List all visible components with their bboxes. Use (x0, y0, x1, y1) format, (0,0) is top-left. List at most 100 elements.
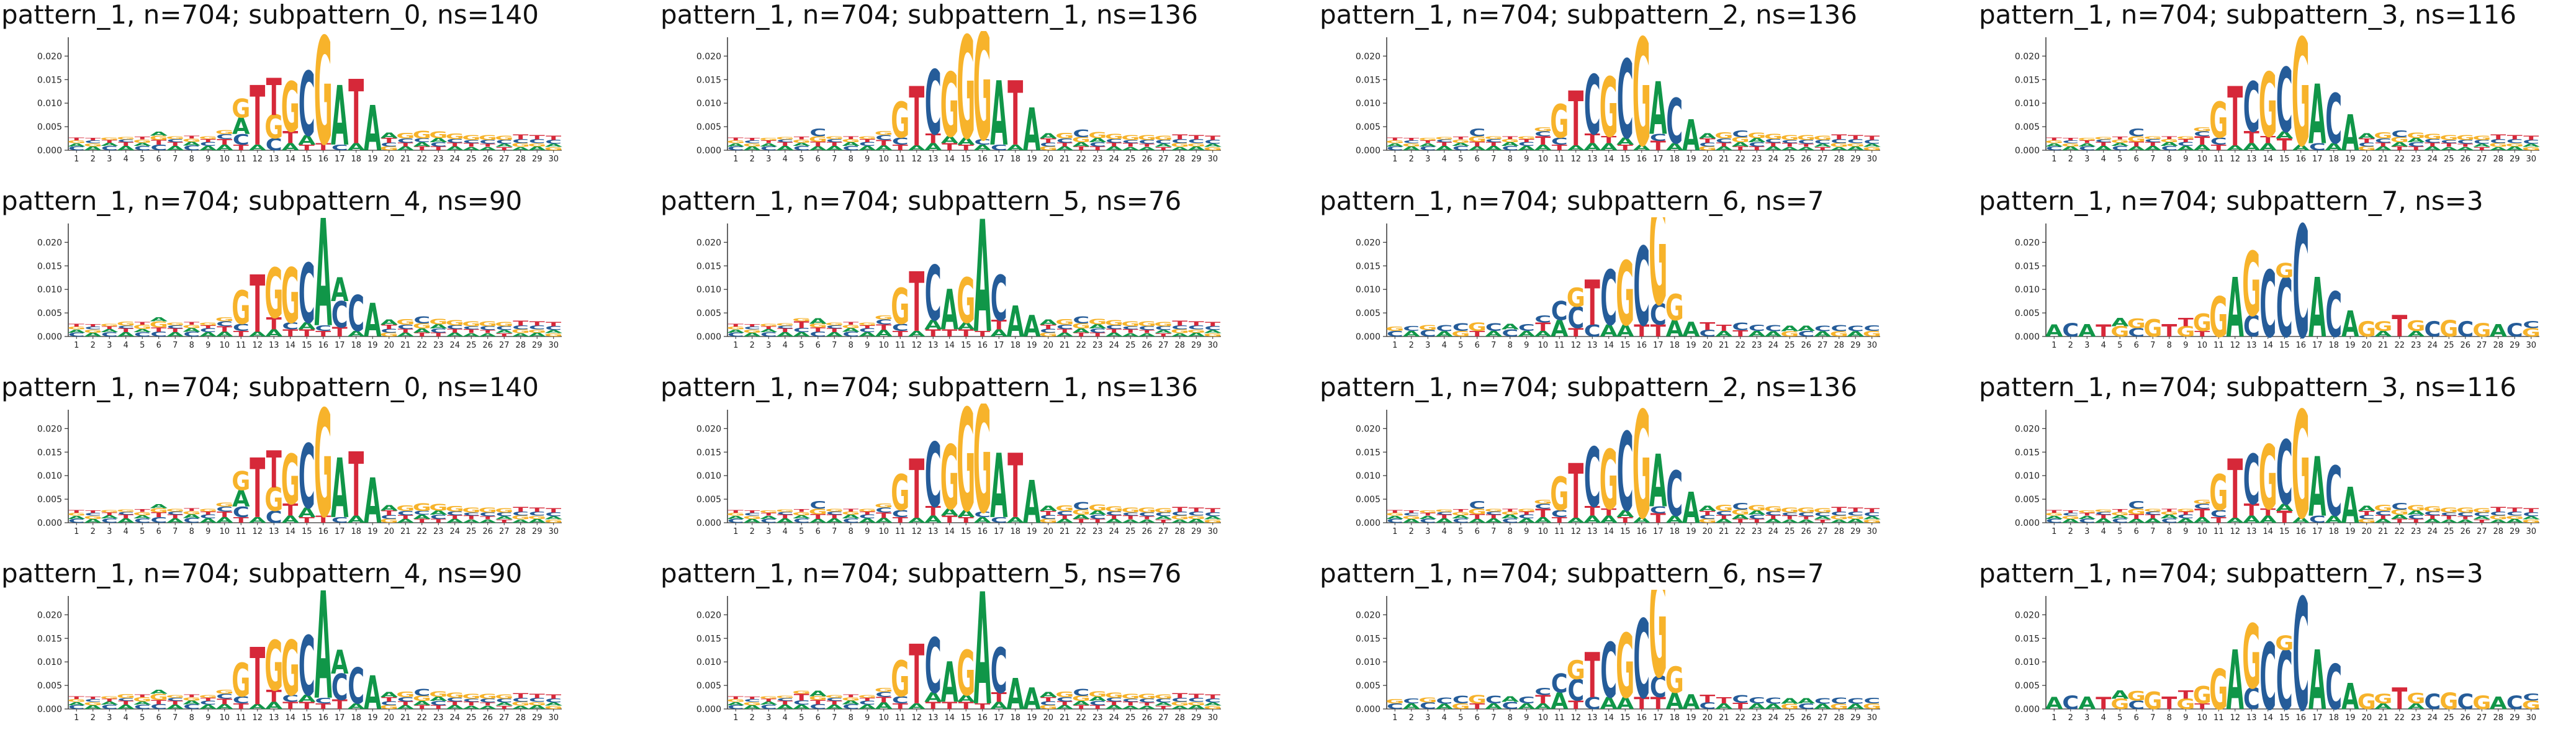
logo-letter-t: T (480, 143, 495, 148)
logo-letter-t: T (1585, 504, 1601, 520)
x-tick-label: 28 (515, 527, 526, 536)
logo-letter-a: A (1682, 111, 1700, 160)
x-tick-label: 16 (977, 155, 988, 164)
logo-letter-a: A (1732, 513, 1750, 520)
x-tick-label: 7 (173, 713, 178, 723)
logo-letter-g: G (1780, 703, 1799, 711)
logo-letter-c: C (2276, 51, 2293, 153)
logo-letter-g: G (396, 690, 415, 699)
x-tick-label: 8 (849, 155, 853, 164)
logo-letter-t: T (2392, 309, 2407, 343)
logo-letter-a: A (1666, 688, 1684, 715)
logo-letter-t: T (1782, 142, 1798, 148)
x-tick-label: 26 (2460, 341, 2470, 350)
logo-panel-subpattern-2: pattern_1, n=704; subpattern_2, ns=136 0… (1318, 0, 1962, 181)
logo-letter-t: T (1040, 137, 1056, 144)
logo-letter-t: T (529, 134, 546, 141)
x-tick-label: 8 (189, 341, 194, 350)
logo-letter-a: A (2243, 513, 2261, 525)
logo-letter-g: G (1204, 518, 1222, 524)
x-tick-label: 25 (1785, 527, 1795, 536)
logo-letter-t: T (1057, 142, 1073, 148)
logo-letter-a: A (117, 145, 135, 151)
logo-letter-c: C (1485, 694, 1502, 706)
x-tick-label: 16 (2295, 341, 2306, 350)
x-tick-label: 13 (2246, 527, 2257, 536)
logo-letter-c: C (1403, 140, 1420, 144)
x-tick-label: 30 (1207, 527, 1218, 536)
logo-letter-g: G (117, 693, 135, 700)
logo-letter-a: A (298, 505, 315, 521)
x-tick-label: 17 (1653, 155, 1664, 164)
logo-letter-g: G (2407, 690, 2425, 706)
logo-letter-c: C (2474, 512, 2490, 518)
logo-letter-g: G (117, 137, 135, 140)
logo-letter-t: T (332, 325, 348, 340)
logo-letter-a: A (1485, 330, 1503, 338)
x-tick-label: 6 (2134, 527, 2139, 536)
logo-letter-c: C (2243, 682, 2260, 716)
logo-letter-c: C (1502, 145, 1518, 151)
logo-letter-c: C (2325, 453, 2342, 533)
logo-panel-subpattern-6-repeat: pattern_1, n=704; subpattern_6, ns=7 0.0… (1318, 559, 1962, 740)
logo-letter-g: G (726, 698, 745, 703)
logo-letter-g: G (1402, 142, 1421, 148)
x-tick-label: 3 (2084, 155, 2089, 164)
logo-letter-c: C (233, 132, 250, 148)
sequence-logo-plot: 0.0000.0050.0100.0150.0201CAGT2AGCT3CATG… (37, 404, 563, 548)
logo-letter-g: G (825, 508, 844, 512)
y-tick-label: 0.005 (1356, 309, 1380, 318)
logo-panel-subpattern-3: pattern_1, n=704; subpattern_3, ns=116 0… (1978, 0, 2576, 181)
logo-letter-a: A (1138, 146, 1156, 151)
y-tick-label: 0.000 (37, 146, 62, 156)
logo-letter-g: G (429, 130, 448, 140)
logo-letter-c: C (84, 512, 101, 517)
logo-letter-g: G (1418, 697, 1437, 704)
logo-letter-c: C (760, 518, 777, 524)
sequence-logo-plot: 0.0000.0050.0100.0150.0201CAGT2AGCT3CATG… (2015, 404, 2541, 548)
x-tick-label: 5 (2117, 527, 2122, 536)
logo-letter-c: C (991, 634, 1007, 707)
x-tick-label: 22 (417, 713, 427, 723)
logo-letter-c: C (2112, 145, 2128, 151)
logo-letter-a: A (348, 513, 366, 525)
x-tick-label: 13 (2246, 713, 2257, 723)
logo-letter-c: C (2128, 499, 2145, 512)
logo-letter-g: G (1649, 217, 1667, 338)
logo-letter-a: A (1600, 141, 1618, 152)
x-tick-label: 27 (499, 341, 510, 350)
logo-letter-t: T (2277, 135, 2292, 154)
panel-title: pattern_1, n=704; subpattern_2, ns=136 (1320, 0, 1857, 30)
x-tick-label: 26 (1142, 713, 1152, 723)
logo-letter-t: T (909, 255, 924, 350)
logo-letter-c: C (1551, 135, 1568, 147)
logo-letter-g: G (264, 481, 283, 519)
logo-letter-g: G (2242, 235, 2261, 336)
x-tick-label: 25 (2444, 527, 2454, 536)
x-tick-label: 2 (91, 155, 96, 164)
logo-letter-g: G (1567, 656, 1585, 686)
x-tick-label: 7 (173, 527, 178, 536)
logo-letter-c: C (1831, 696, 1847, 706)
logo-letter-c: C (183, 331, 200, 338)
logo-letter-a: A (1831, 146, 1849, 151)
logo-letter-g: G (1105, 133, 1124, 141)
y-tick-label: 0.015 (2015, 75, 2040, 85)
logo-letter-c: C (1502, 517, 1518, 524)
logo-letter-a: A (908, 702, 926, 711)
y-tick-label: 0.020 (37, 52, 62, 61)
logo-letter-g: G (67, 698, 86, 703)
logo-letter-c: C (1469, 127, 1485, 139)
logo-letter-a: A (809, 317, 827, 325)
logo-letter-g: G (281, 253, 300, 341)
logo-letter-t: T (151, 139, 167, 147)
logo-letter-g: G (1154, 135, 1173, 142)
logo-letter-t: T (1172, 320, 1188, 327)
logo-letter-a: A (2490, 518, 2508, 524)
logo-letter-t: T (1716, 695, 1732, 705)
x-tick-label: 15 (302, 341, 312, 350)
x-tick-label: 13 (269, 155, 279, 164)
y-tick-label: 0.015 (1356, 634, 1380, 644)
y-tick-label: 0.000 (1356, 518, 1380, 528)
logo-letter-g: G (858, 508, 876, 512)
